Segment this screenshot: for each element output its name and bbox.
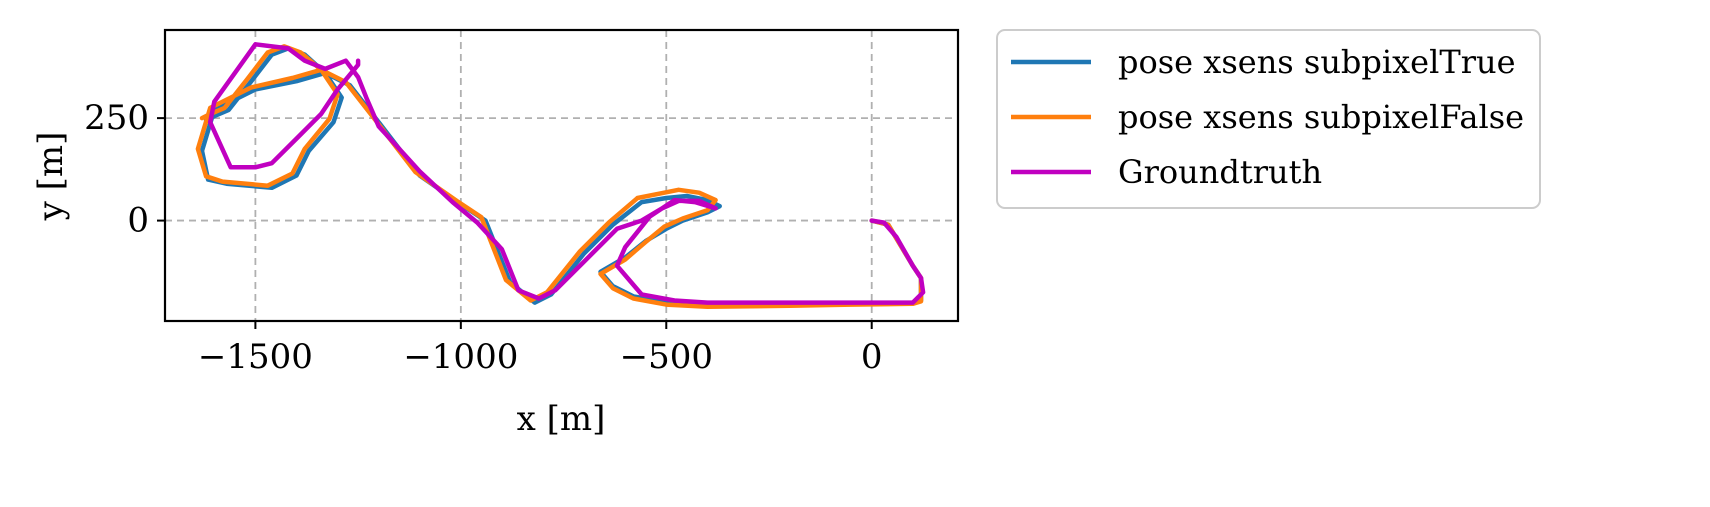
x-tick-label: −1000: [403, 337, 518, 377]
legend-frame: [996, 29, 1541, 209]
y-axis-label: y [m]: [31, 132, 71, 222]
legend-label-1: pose xsens subpixelTrue: [1118, 43, 1516, 81]
series-layer: [195, 42, 926, 309]
legend: pose xsens subpixelTrue pose xsens subpi…: [996, 29, 1541, 209]
legend-label-3: Groundtruth: [1118, 153, 1322, 191]
series-line-2: [195, 44, 924, 309]
x-axis-label: x [m]: [517, 399, 606, 439]
x-tick-label: 0: [861, 337, 883, 377]
y-tick-label: 250: [84, 98, 149, 138]
legend-label-2: pose xsens subpixelFalse: [1118, 98, 1524, 136]
ticks: −1500 −1000 −500 0 0 250: [84, 98, 882, 377]
x-tick-label: −500: [620, 337, 713, 377]
x-tick-label: −1500: [198, 337, 313, 377]
series-line-3: [207, 42, 926, 305]
plot-frame: [163, 28, 960, 323]
y-tick-label: 0: [127, 201, 149, 241]
